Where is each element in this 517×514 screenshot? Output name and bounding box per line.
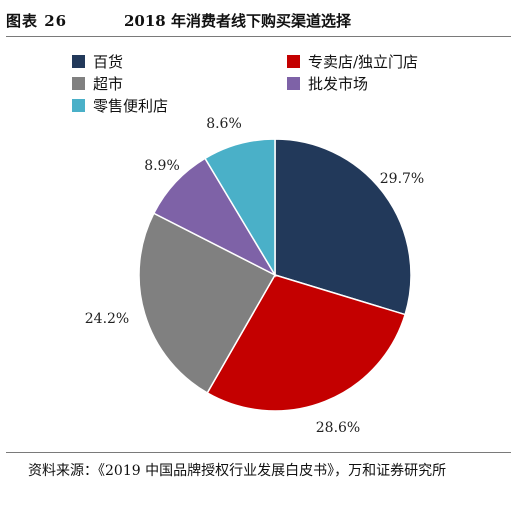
legend-swatch-pi-fa-shi-chang	[287, 76, 300, 90]
legend-item-chao-shi: 超市	[72, 74, 124, 93]
legend-swatch-bai-huo	[72, 54, 85, 68]
data-label-chao-shi: 24.2%	[85, 311, 129, 327]
data-label-bai-huo: 29.7%	[380, 171, 424, 187]
legend-label-pi-fa-shi-chang: 批发市场	[308, 74, 369, 93]
legend-label-chao-shi: 超市	[93, 74, 124, 93]
footer-rule	[6, 452, 511, 453]
legend-label-bai-huo: 百货	[93, 52, 124, 71]
figure-number: 图表 26	[6, 12, 68, 30]
pie-slice-zhuan-mai-dian	[206, 274, 407, 412]
data-label-pi-fa-shi-chang: 8.9%	[144, 158, 180, 174]
legend-item-ling-shou-bian-li-dian: 零售便利店	[72, 96, 169, 115]
pie-slice-ling-shou-bian-li-dian	[204, 138, 276, 278]
header-rule	[6, 36, 511, 37]
source-note: 资料来源：《2019 中国品牌授权行业发展白皮书》，万和证券研究所	[28, 463, 447, 479]
pie-slice-bai-huo	[274, 138, 412, 316]
legend-swatch-zhuan-mai-dian	[287, 54, 300, 68]
legend-swatch-ling-shou-bian-li-dian	[72, 98, 85, 112]
figure-header: 图表 26 2018 年消费者线下购买渠道选择	[6, 6, 511, 32]
data-label-ling-shou-bian-li-dian: 8.6%	[206, 116, 242, 132]
legend-item-zhuan-mai-dian: 专卖店/独立门店	[287, 52, 419, 71]
legend-label-zhuan-mai-dian: 专卖店/独立门店	[308, 52, 419, 71]
legend-item-pi-fa-shi-chang: 批发市场	[287, 74, 369, 93]
figure-title: 2018 年消费者线下购买渠道选择	[124, 12, 351, 30]
legend-swatch-chao-shi	[72, 76, 85, 90]
legend-item-bai-huo: 百货	[72, 52, 124, 71]
legend-label-ling-shou-bian-li-dian: 零售便利店	[93, 96, 169, 115]
data-label-zhuan-mai-dian: 28.6%	[316, 420, 360, 436]
chart-legend: 百货 专卖店/独立门店 超市 批发市场 零售便利店	[0, 0, 517, 115]
